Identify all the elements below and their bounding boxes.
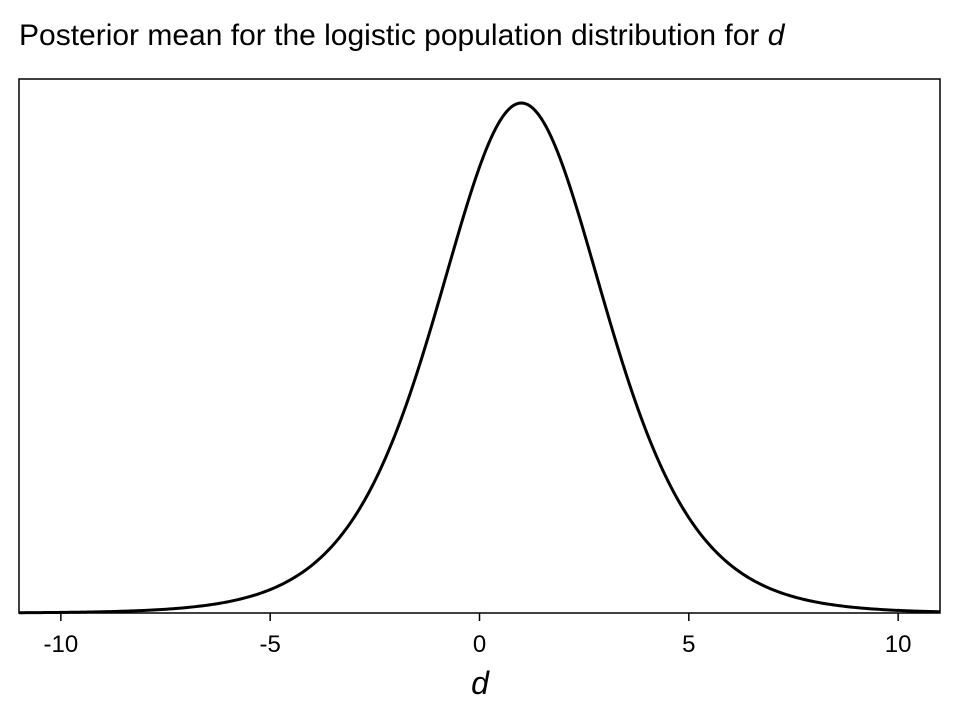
x-tick-label: -5 (260, 631, 281, 658)
x-axis-ticks: -10 -5 0 5 10 (44, 613, 912, 658)
x-tick-label: 10 (885, 631, 912, 658)
chart-title-variable: d (768, 19, 786, 52)
chart-title-text: Posterior mean for the logistic populati… (19, 19, 768, 52)
plot-frame (18, 78, 941, 614)
density-curve (18, 101, 941, 615)
x-axis-label: d (471, 665, 490, 701)
curve-layer (18, 101, 941, 615)
x-tick-label: 5 (682, 631, 695, 658)
x-tick-label: 0 (473, 631, 486, 658)
x-tick-label: -10 (44, 631, 79, 658)
chart-title: Posterior mean for the logistic populati… (19, 19, 786, 52)
